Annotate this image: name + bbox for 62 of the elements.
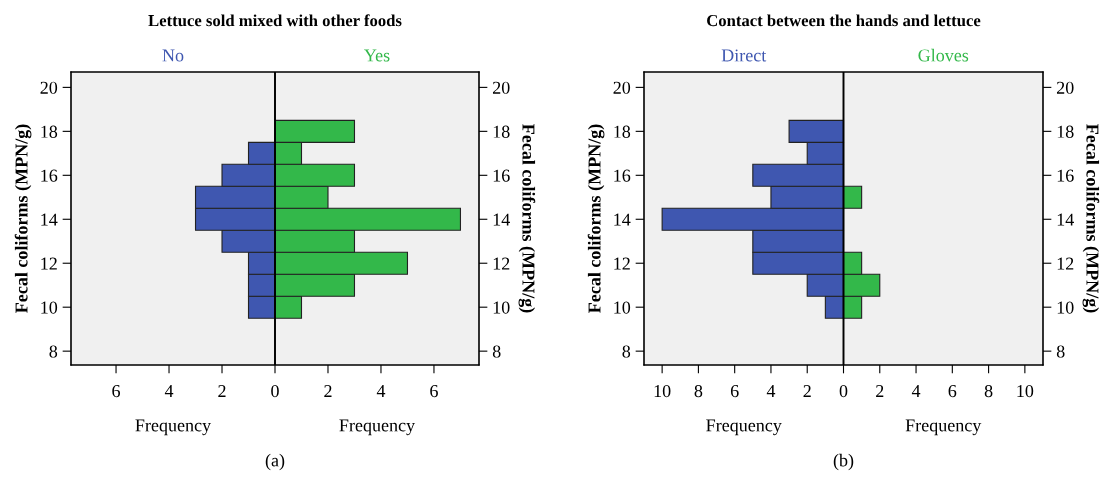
y2-tick-label: 8 bbox=[492, 345, 501, 358]
y2-tick-label: 10 bbox=[1057, 301, 1074, 314]
text: (a) bbox=[265, 453, 285, 471]
text: (b) bbox=[833, 453, 854, 471]
x-tick-label: 10 bbox=[1017, 384, 1034, 398]
y-tick-label: 8 bbox=[622, 345, 631, 358]
text: No bbox=[162, 49, 184, 62]
y2-tick-label: 14 bbox=[1057, 213, 1074, 226]
y2-tick-label: 8 bbox=[1056, 345, 1065, 358]
x-tick-label: 8 bbox=[694, 384, 703, 398]
chart-title: Lettuce sold mixed with other foods bbox=[148, 14, 402, 27]
text: Frequency bbox=[905, 419, 982, 436]
chart-title: Contact between the hands and lettuce bbox=[707, 14, 981, 27]
text: Yes bbox=[364, 49, 390, 62]
y-tick-label: 16 bbox=[41, 169, 58, 182]
y-tick-label: 14 bbox=[614, 213, 631, 226]
y-tick-label: 10 bbox=[41, 301, 58, 314]
text: Gloves bbox=[918, 48, 969, 62]
x-tick-label: 4 bbox=[164, 385, 174, 397]
x-tick-label: 8 bbox=[984, 384, 993, 398]
y-tick-label: 12 bbox=[614, 257, 630, 270]
x-tick-label: 2 bbox=[876, 385, 884, 397]
x-axis-title: Frequency bbox=[706, 419, 782, 436]
y-tick-label: 20 bbox=[40, 81, 58, 94]
y2-tick-label: 20 bbox=[1056, 81, 1074, 94]
x-tick-label: 0 bbox=[839, 384, 848, 398]
x-tick-label: 6 bbox=[430, 385, 438, 398]
y2-tick-label: 18 bbox=[1057, 125, 1074, 138]
x-tick-label: 10 bbox=[654, 384, 671, 398]
x-tick-label: 6 bbox=[112, 385, 121, 398]
y-tick-label: 18 bbox=[41, 125, 58, 138]
y2-tick-label: 16 bbox=[493, 169, 510, 182]
y2-axis-title: Fecal coliforms (MPN/g) bbox=[518, 124, 536, 313]
y-tick-label: 12 bbox=[41, 257, 57, 270]
x-axis-title: Frequency bbox=[135, 419, 212, 436]
x-tick-label: 6 bbox=[948, 385, 957, 398]
x-tick-label: 2 bbox=[803, 385, 811, 397]
y2-tick-label: 12 bbox=[1057, 257, 1074, 270]
y2-tick-label: 20 bbox=[492, 81, 510, 94]
text: Frequency bbox=[339, 419, 416, 436]
x-tick-label: 2 bbox=[324, 385, 332, 397]
y-axis-title: Fecal coliforms (MPN/g) bbox=[14, 124, 32, 313]
x-tick-label: 4 bbox=[911, 385, 921, 397]
y2-tick-label: 12 bbox=[493, 257, 510, 270]
y-tick-label: 8 bbox=[49, 345, 58, 358]
x-tick-label: 4 bbox=[376, 385, 386, 397]
y-tick-label: 10 bbox=[614, 301, 631, 314]
y-tick-label: 16 bbox=[614, 169, 631, 182]
y2-tick-label: 18 bbox=[493, 125, 510, 138]
x-tick-label: 2 bbox=[218, 385, 226, 397]
y-axis-title: Fecal coliforms (MPN/g) bbox=[587, 124, 605, 313]
y-tick-label: 14 bbox=[41, 213, 58, 226]
x-tick-label: 6 bbox=[730, 385, 739, 398]
y2-tick-label: 14 bbox=[493, 213, 510, 226]
y2-tick-label: 10 bbox=[493, 301, 510, 314]
y2-axis-title: Fecal coliforms (MPN/g) bbox=[1082, 124, 1100, 313]
y-tick-label: 18 bbox=[614, 125, 631, 138]
x-tick-label: 4 bbox=[766, 385, 776, 397]
text: Direct bbox=[721, 49, 767, 62]
x-tick-label: 0 bbox=[271, 384, 279, 398]
y-tick-label: 20 bbox=[613, 81, 631, 94]
y2-tick-label: 16 bbox=[1057, 169, 1074, 182]
